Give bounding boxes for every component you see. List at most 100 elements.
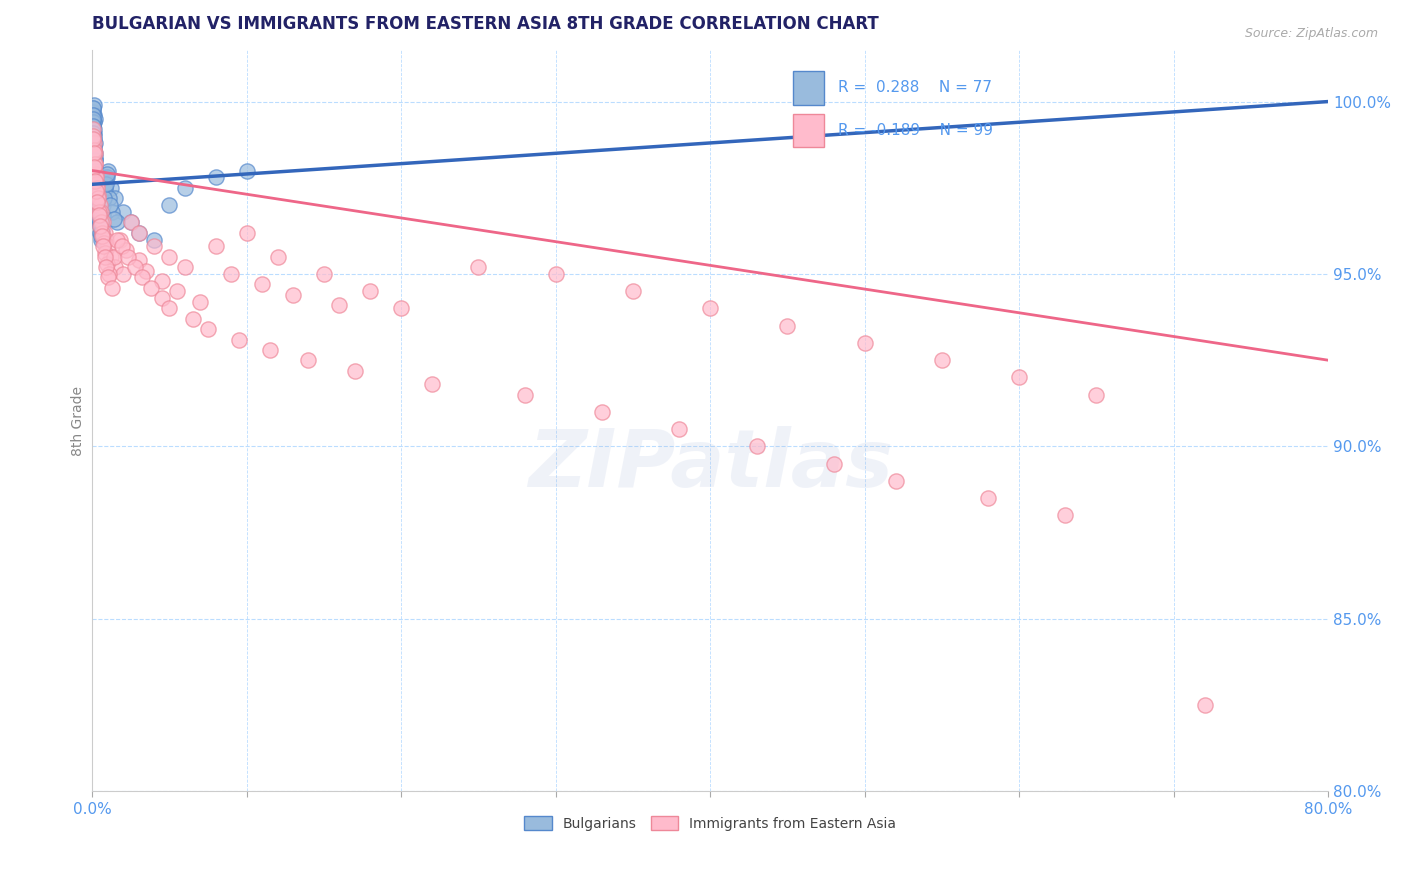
Point (115, 243, 138, 257)
Point (124, 260, 146, 274)
Point (853, 335, 876, 350)
Point (823, 457, 845, 471)
Point (159, 301, 181, 316)
Point (100, 250, 122, 264)
Point (83, 122, 105, 136)
Point (89, 219, 111, 233)
Point (173, 260, 195, 274)
Point (84, 146, 107, 161)
Point (266, 250, 288, 264)
Point (120, 215, 142, 229)
Point (513, 387, 536, 401)
Point (94, 250, 117, 264)
Point (204, 239, 226, 253)
Point (93, 226, 115, 240)
Point (776, 318, 799, 333)
Point (281, 287, 304, 301)
Point (150, 274, 173, 288)
Point (89, 205, 111, 219)
Point (105, 233, 128, 247)
Point (197, 322, 219, 336)
Point (84, 170, 107, 185)
Point (86, 184, 108, 198)
Point (103, 250, 125, 264)
Point (86, 194, 108, 209)
Point (1008, 370, 1031, 384)
Point (150, 291, 173, 305)
Point (93, 181, 115, 195)
Point (87, 211, 110, 226)
Point (94, 233, 117, 247)
Point (420, 377, 443, 392)
Point (359, 284, 381, 298)
Point (84, 153, 107, 168)
Point (94, 170, 117, 185)
Point (86, 181, 108, 195)
Point (100, 181, 122, 195)
Point (86, 178, 108, 192)
Point (84, 163, 107, 178)
Point (83, 150, 105, 164)
Point (112, 205, 135, 219)
Point (86, 181, 108, 195)
Point (84, 184, 107, 198)
Point (128, 253, 150, 268)
Point (82, 108, 104, 122)
Point (90, 233, 112, 247)
Point (104, 260, 127, 274)
Point (128, 226, 150, 240)
Point (83, 108, 105, 122)
Point (86, 191, 108, 205)
Point (84, 170, 107, 185)
Point (90, 205, 112, 219)
Point (93, 235, 115, 250)
Point (86, 191, 108, 205)
Point (91, 215, 114, 229)
Point (84, 174, 107, 188)
Point (86, 181, 108, 195)
Point (91, 208, 114, 222)
Point (94, 178, 117, 192)
Point (219, 267, 242, 281)
Point (84, 167, 107, 181)
Point (110, 239, 132, 253)
Point (83, 139, 105, 153)
Point (135, 263, 157, 277)
Point (467, 260, 489, 274)
Text: ZIPatlas: ZIPatlas (527, 426, 893, 504)
Point (250, 277, 273, 292)
Point (120, 215, 142, 229)
Point (108, 233, 131, 247)
Point (1054, 508, 1077, 523)
Point (343, 363, 366, 377)
Point (89, 198, 111, 212)
Point (83, 153, 105, 168)
Point (83, 115, 105, 129)
Point (82, 119, 104, 133)
Y-axis label: 8th Grade: 8th Grade (72, 385, 86, 456)
Point (96, 260, 118, 274)
Point (101, 205, 124, 219)
Point (84, 156, 107, 170)
Point (86, 187, 108, 202)
Point (87, 198, 110, 212)
Point (128, 226, 150, 240)
Point (83, 98, 105, 112)
Point (112, 267, 135, 281)
Point (159, 198, 181, 212)
Point (143, 239, 166, 253)
Point (91, 215, 114, 229)
Point (82, 102, 104, 116)
Point (83, 174, 105, 188)
Point (1194, 698, 1216, 712)
Point (884, 474, 907, 488)
Text: BULGARIAN VS IMMIGRANTS FROM EASTERN ASIA 8TH GRADE CORRELATION CHART: BULGARIAN VS IMMIGRANTS FROM EASTERN ASI… (93, 15, 879, 33)
Point (143, 233, 166, 247)
Point (83, 136, 105, 150)
Point (94, 181, 117, 195)
Point (87, 208, 110, 222)
Point (97, 163, 120, 178)
Point (228, 333, 250, 347)
Point (87, 208, 110, 222)
Point (87, 202, 110, 216)
